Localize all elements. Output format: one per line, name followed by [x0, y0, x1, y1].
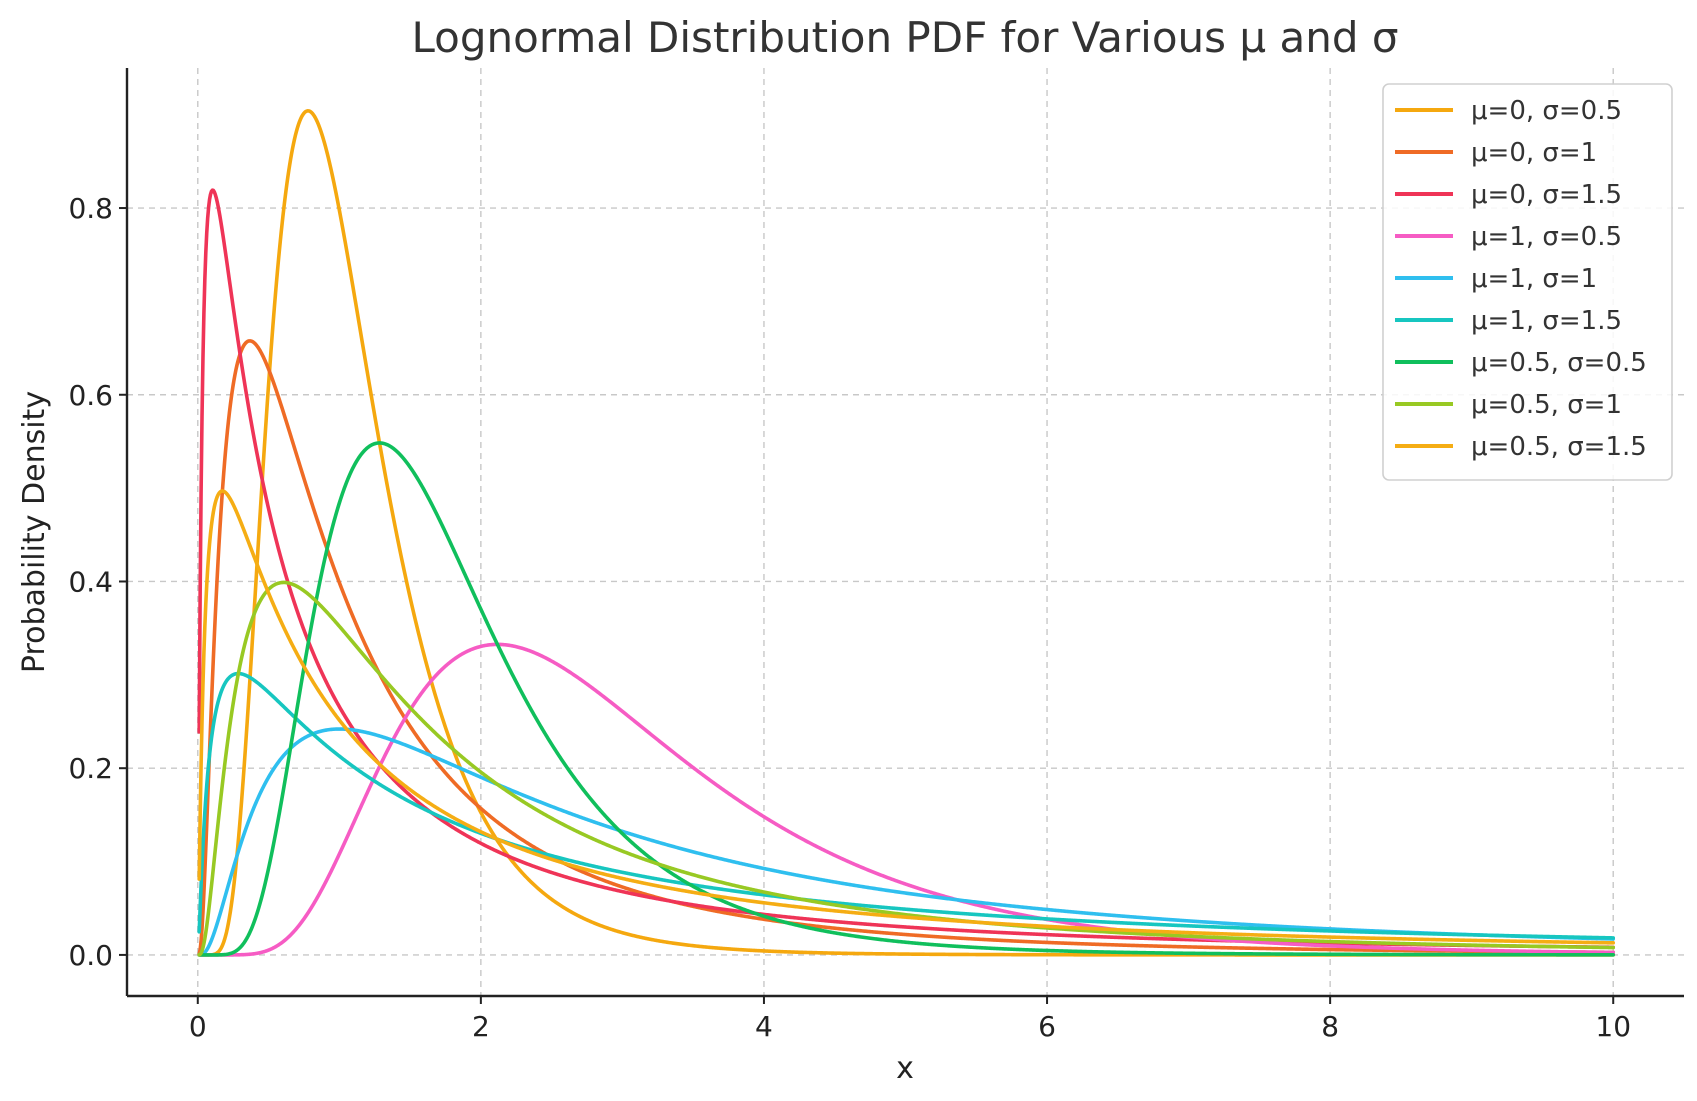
- x-tick-label: 4: [755, 1010, 773, 1043]
- legend-label-5: μ=1, σ=1.5: [1471, 306, 1622, 336]
- y-tick-label: 0.4: [68, 565, 113, 598]
- series-line-3: [197, 642, 1616, 957]
- x-tick-label: 6: [1038, 1010, 1056, 1043]
- series-line-1: [197, 339, 1616, 956]
- series-line-6: [197, 441, 1616, 957]
- x-tick-label: 0: [189, 1010, 207, 1043]
- axes: [125, 68, 1684, 998]
- series-line-4: [197, 727, 1616, 957]
- legend-label-0: μ=0, σ=0.5: [1471, 96, 1622, 126]
- y-tick-label: 0.2: [68, 752, 113, 785]
- y-axis-label: Probability Density: [17, 391, 52, 673]
- x-axis-label: x: [896, 1051, 914, 1086]
- legend-label-3: μ=1, σ=0.5: [1471, 222, 1622, 252]
- series-line-5: [197, 671, 1616, 940]
- legend-label-7: μ=0.5, σ=1: [1471, 390, 1622, 420]
- legend-label-8: μ=0.5, σ=1.5: [1471, 432, 1647, 462]
- tick-labels: 0 2 4 6 8 10 0.0 0.2 0.4 0.6 0.8: [68, 192, 1631, 1043]
- series-line-8: [197, 489, 1616, 945]
- legend-label-6: μ=0.5, σ=0.5: [1471, 348, 1647, 378]
- y-tick-label: 0.8: [68, 192, 113, 225]
- y-tick-label: 0.0: [68, 939, 113, 972]
- x-tick-label: 8: [1321, 1010, 1339, 1043]
- legend-label-1: μ=0, σ=1: [1471, 138, 1597, 168]
- x-tick-label: 10: [1595, 1010, 1631, 1043]
- legend-label-2: μ=0, σ=1.5: [1471, 180, 1622, 210]
- legend-label-4: μ=1, σ=1: [1471, 264, 1597, 294]
- legend: μ=0, σ=0.5 μ=0, σ=1 μ=0, σ=1.5 μ=1, σ=0.5 μ=…: [1382, 83, 1673, 481]
- chart-title: Lognormal Distribution PDF for Various μ…: [412, 13, 1399, 62]
- series-line-7: [197, 580, 1616, 957]
- series-lines: [197, 109, 1616, 957]
- legend-box: [1382, 83, 1673, 481]
- y-tick-label: 0.6: [68, 379, 113, 412]
- x-tick-label: 2: [472, 1010, 490, 1043]
